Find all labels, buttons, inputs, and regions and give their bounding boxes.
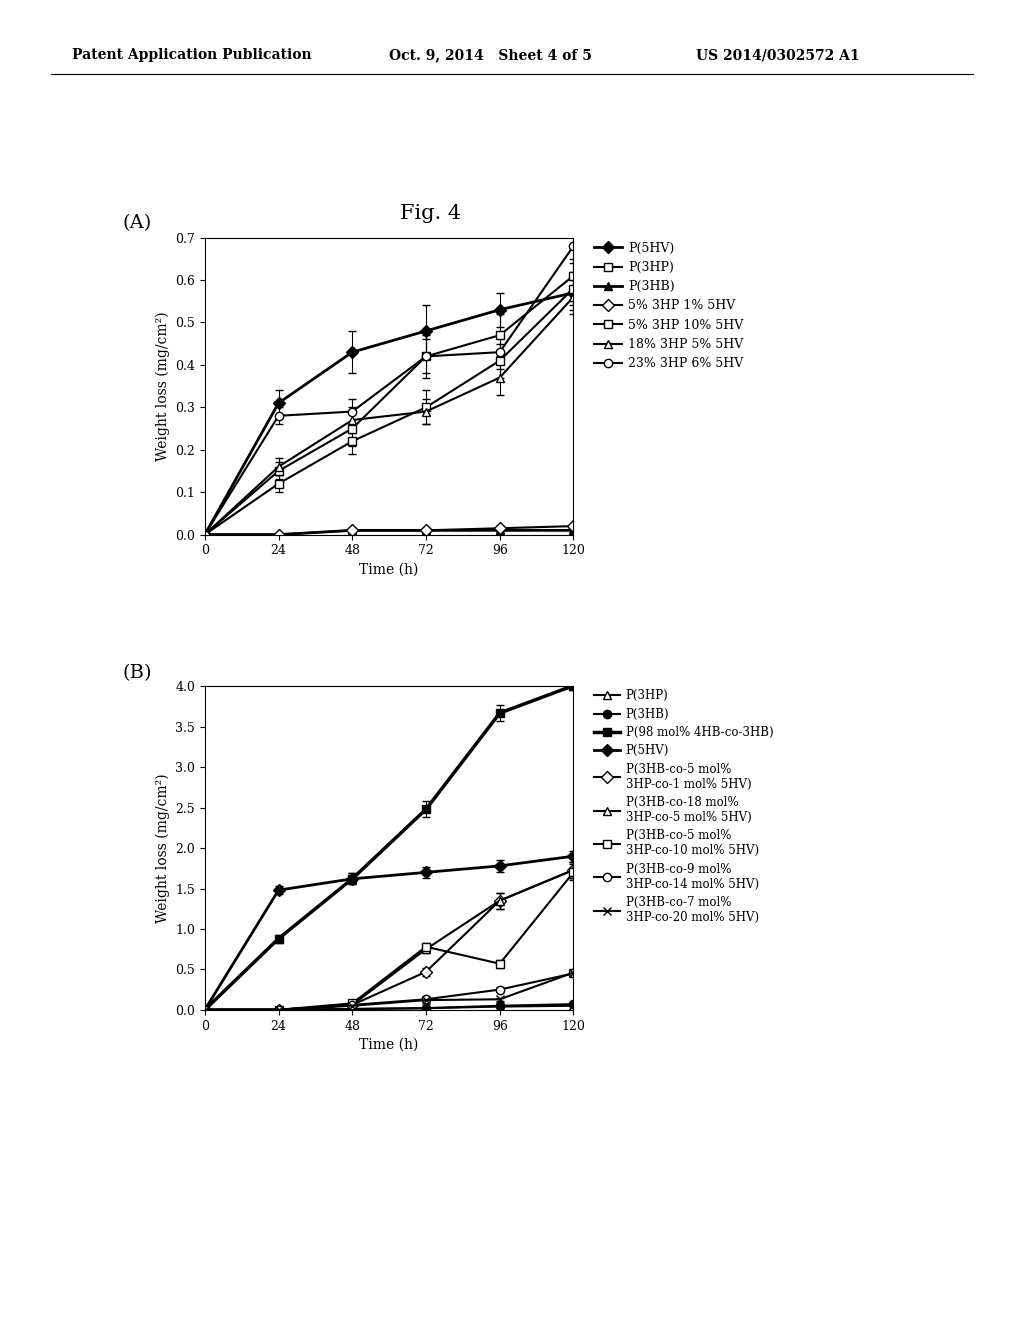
Text: US 2014/0302572 A1: US 2014/0302572 A1 — [696, 49, 860, 62]
Y-axis label: Weight loss (mg/cm²): Weight loss (mg/cm²) — [156, 312, 170, 461]
Legend: P(5HV), P(3HP), P(3HB), 5% 3HP 1% 5HV, 5% 3HP 10% 5HV, 18% 3HP 5% 5HV, 23% 3HP 6: P(5HV), P(3HP), P(3HB), 5% 3HP 1% 5HV, 5… — [591, 238, 748, 374]
Text: (B): (B) — [123, 664, 153, 682]
Legend: P(3HP), P(3HB), P(98 mol% 4HB-co-3HB), P(5HV), P(3HB-co-5 mol%
3HP-co-1 mol% 5HV: P(3HP), P(3HB), P(98 mol% 4HB-co-3HB), P… — [591, 686, 777, 928]
Text: Fig. 4: Fig. 4 — [399, 205, 461, 223]
Text: Oct. 9, 2014   Sheet 4 of 5: Oct. 9, 2014 Sheet 4 of 5 — [389, 49, 592, 62]
Y-axis label: Weight loss (mg/cm²): Weight loss (mg/cm²) — [156, 774, 170, 923]
Text: (A): (A) — [123, 214, 153, 232]
X-axis label: Time (h): Time (h) — [359, 562, 419, 577]
X-axis label: Time (h): Time (h) — [359, 1038, 419, 1052]
Text: Patent Application Publication: Patent Application Publication — [72, 49, 311, 62]
